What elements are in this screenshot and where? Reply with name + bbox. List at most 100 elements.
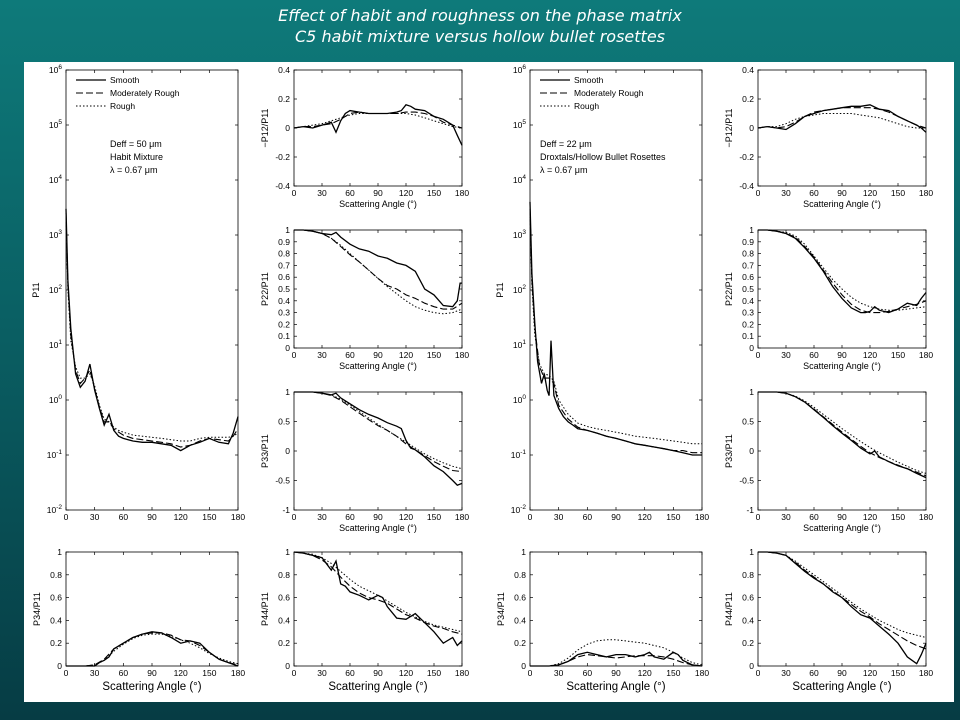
- y-tick-label: 0: [285, 661, 290, 671]
- y-tick-exponent: 4: [58, 174, 62, 181]
- habit-mixture-p12-subplot: 0 30 60 90 120 150 180 -0.4 -0.2 0 0.2 0.4 −P12/P11 S…: [260, 65, 469, 209]
- series-line-smooth: [529, 201, 702, 456]
- y-tick-label: 0.8: [514, 570, 526, 580]
- legend-label-smooth: Smooth: [574, 75, 604, 85]
- y-tick-label: 0.2: [742, 638, 754, 648]
- hollow-bullet-rosettes-p33-xlabel: Scattering Angle (°): [803, 523, 881, 533]
- y-tick-label: 102: [513, 284, 526, 295]
- x-tick-label: 30: [317, 350, 327, 360]
- y-tick-label: 0.9: [742, 237, 754, 247]
- habit-mixture-p34-subplot: 0 30 60 90 120 150 180 0 0.2 0.4 0.6 0.8 1 P34/P11 Sca…: [32, 547, 245, 693]
- annotation-line: Deff = 22 μm: [540, 139, 592, 149]
- x-tick-label: 60: [809, 668, 819, 678]
- y-tick-exponent: -2: [520, 504, 526, 511]
- annotation-line: λ = 0.67 μm: [110, 165, 157, 175]
- x-tick-label: 0: [528, 512, 533, 522]
- y-tick-label: 0.3: [742, 308, 754, 318]
- x-tick-label: 150: [891, 188, 905, 198]
- y-tick-label: 0.6: [742, 593, 754, 603]
- series-line-rough: [758, 391, 927, 474]
- y-tick-label: 0.8: [278, 249, 290, 259]
- y-tick-label: 0.9: [278, 237, 290, 247]
- y-tick-label: 0.6: [514, 593, 526, 603]
- y-tick-label: 100: [513, 394, 526, 405]
- y-tick-label: 0: [521, 661, 526, 671]
- y-tick-label: 0: [57, 661, 62, 671]
- y-tick-exponent: -1: [56, 449, 62, 456]
- y-tick-label: 0.2: [278, 638, 290, 648]
- habit-mixture-p11-frame: [65, 69, 239, 511]
- y-tick-label: 1: [521, 547, 526, 557]
- y-tick-label: 0.6: [278, 593, 290, 603]
- x-tick-label: 60: [809, 188, 819, 198]
- y-tick-label: 0: [285, 446, 290, 456]
- y-tick-exponent: 6: [522, 64, 526, 71]
- x-tick-label: 30: [781, 350, 791, 360]
- y-tick-label: -0.2: [739, 152, 754, 162]
- y-tick-exponent: 2: [522, 284, 526, 291]
- y-tick-label: 0.1: [742, 331, 754, 341]
- x-tick-label: 60: [809, 512, 819, 522]
- y-tick-label: 0.2: [742, 319, 754, 329]
- annotation-line: λ = 0.67 μm: [540, 165, 587, 175]
- x-tick-label: 120: [863, 350, 877, 360]
- hollow-bullet-rosettes-p11-ylabel: P11: [495, 282, 505, 297]
- x-tick-label: 90: [373, 512, 383, 522]
- series-line-rough: [294, 391, 463, 470]
- x-tick-label: 0: [292, 668, 297, 678]
- x-tick-label: 150: [202, 668, 216, 678]
- x-tick-label: 60: [345, 350, 355, 360]
- y-tick-label: 0.4: [514, 615, 526, 625]
- x-tick-label: 120: [399, 668, 413, 678]
- y-tick-label: 0.4: [278, 615, 290, 625]
- x-tick-label: 180: [231, 668, 245, 678]
- hollow-bullet-rosettes-p12-xlabel: Scattering Angle (°): [803, 199, 881, 209]
- habit-mixture-figure: 0 30 60 90 120 150 18010-210-11001011021031041…: [31, 64, 469, 693]
- x-tick-label: 0: [756, 668, 761, 678]
- x-tick-label: 60: [119, 512, 129, 522]
- x-tick-label: 0: [64, 512, 69, 522]
- y-tick-label: 1: [749, 387, 754, 397]
- x-tick-label: 120: [399, 350, 413, 360]
- y-tick-exponent: 1: [58, 339, 62, 346]
- habit-mixture-p22-xlabel: Scattering Angle (°): [339, 361, 417, 371]
- y-tick-label: 0.7: [278, 260, 290, 270]
- y-tick-label: -1: [282, 505, 290, 515]
- x-tick-label: 90: [147, 668, 157, 678]
- x-tick-label: 120: [174, 512, 188, 522]
- x-tick-label: 90: [373, 350, 383, 360]
- x-tick-label: 120: [174, 668, 188, 678]
- x-tick-label: 180: [455, 350, 469, 360]
- x-tick-label: 90: [611, 512, 621, 522]
- y-tick-label: 104: [513, 174, 526, 185]
- y-tick-label: 101: [49, 339, 62, 350]
- x-tick-label: 60: [345, 512, 355, 522]
- x-tick-label: 30: [317, 188, 327, 198]
- series-line-rough: [293, 113, 463, 129]
- series-line-rough: [293, 551, 463, 633]
- y-tick-label: -0.5: [739, 476, 754, 486]
- y-tick-label: 1: [285, 547, 290, 557]
- x-tick-label: 150: [891, 350, 905, 360]
- legend-label-moderately-rough: Moderately Rough: [574, 88, 644, 98]
- habit-mixture-p12-ylabel: −P12/P11: [260, 108, 270, 147]
- hollow-bullet-rosettes-p34-ylabel: P34/P11: [496, 592, 506, 626]
- y-tick-exponent: -2: [56, 504, 62, 511]
- x-tick-label: 180: [919, 188, 933, 198]
- y-tick-label: 106: [513, 64, 526, 75]
- y-tick-label: 1: [57, 547, 62, 557]
- x-tick-label: 120: [863, 512, 877, 522]
- x-tick-label: 90: [837, 188, 847, 198]
- y-tick-label: 0.8: [278, 570, 290, 580]
- x-tick-label: 30: [554, 512, 564, 522]
- y-tick-label: 103: [513, 229, 526, 240]
- series-line-moderately-rough: [294, 391, 463, 473]
- y-tick-label: 0.2: [50, 638, 62, 648]
- y-tick-label: 0: [285, 343, 290, 353]
- figure-panel-hollow-bullet-rosettes: 0 30 60 90 120 150 180 10-2 10-1 100 101 102 103 104 1…: [488, 62, 954, 702]
- series-line-rough: [66, 633, 239, 667]
- habit-mixture-p11-ylabel: P11: [31, 282, 41, 297]
- y-tick-exponent: 3: [522, 229, 526, 236]
- y-tick-exponent: 1: [522, 339, 526, 346]
- x-tick-label: 90: [373, 668, 383, 678]
